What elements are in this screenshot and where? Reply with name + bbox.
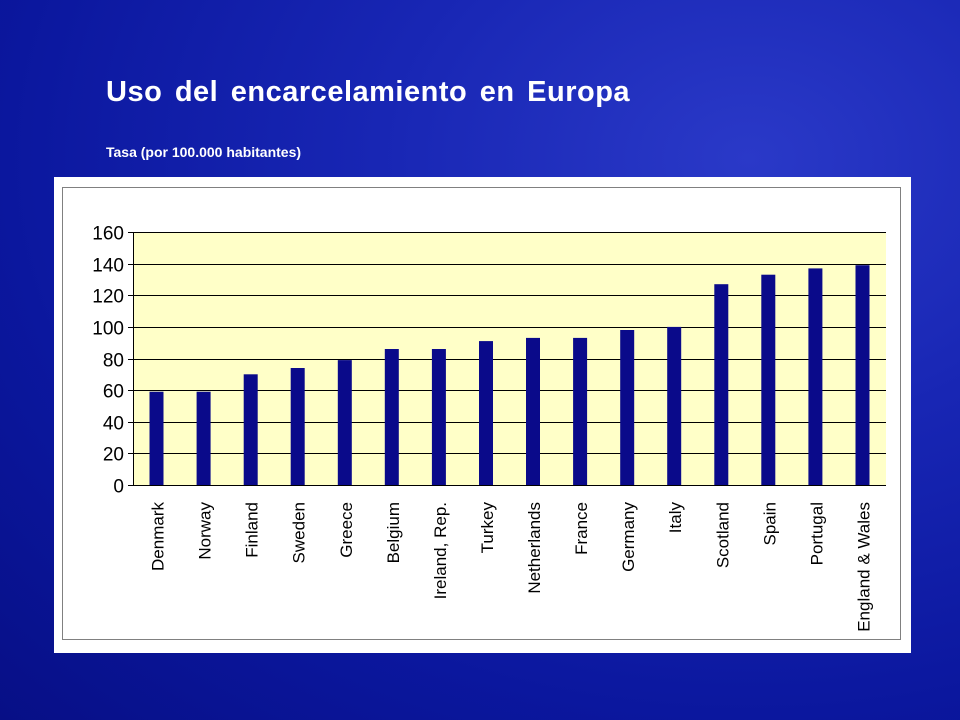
x-tick-label: Finland <box>243 502 262 558</box>
slide-title: Uso del encarcelamiento en Europa <box>106 76 631 108</box>
x-tick-label: Netherlands <box>525 502 544 594</box>
x-tick-label: Scotland <box>713 502 732 568</box>
bar <box>384 349 399 485</box>
chart-panel: 0 20 40 60 80 100 120 140 160 Denmark Norway Finla… <box>54 177 911 653</box>
x-tick-label: Ireland, Rep. <box>431 502 450 599</box>
chart-border <box>62 187 901 640</box>
bar <box>243 374 258 485</box>
bar <box>431 349 446 485</box>
bar <box>620 330 635 485</box>
x-tick-label: Spain <box>760 502 779 545</box>
y-tick-label: 140 <box>92 256 124 277</box>
y-tick-label: 100 <box>92 319 124 340</box>
bar <box>714 284 729 485</box>
bar <box>667 326 682 485</box>
bar <box>573 337 588 485</box>
y-tick-label: 80 <box>103 351 124 372</box>
y-tick-label: 160 <box>92 224 124 245</box>
bar <box>196 391 211 485</box>
x-tick-label: Portugal <box>807 502 826 565</box>
x-tick-label: Turkey <box>478 502 497 554</box>
y-tick-labels: 0 20 40 60 80 100 120 140 160 <box>92 224 124 498</box>
x-tick-label: Norway <box>196 502 215 560</box>
bar <box>808 268 823 485</box>
bar <box>337 360 352 485</box>
bar <box>855 265 870 485</box>
y-tick-label: 20 <box>103 445 124 466</box>
x-tick-labels: Denmark Norway Finland Sweden Greece Belgium I… <box>149 502 874 632</box>
y-tick-label: 120 <box>92 287 124 308</box>
bar <box>290 368 305 485</box>
y-tick-label: 0 <box>113 477 124 498</box>
x-tick-label: Sweden <box>290 502 309 563</box>
x-tick-label: Italy <box>666 502 685 534</box>
gridlines <box>128 232 886 486</box>
x-tick-label: England & Wales <box>855 502 874 632</box>
y-tick-label: 60 <box>103 382 124 403</box>
x-tick-label: Denmark <box>149 502 168 571</box>
x-tick-label: Greece <box>337 502 356 558</box>
bar <box>479 341 493 485</box>
bar <box>761 274 776 485</box>
bars <box>149 265 870 485</box>
x-tick-label: Belgium <box>384 502 403 563</box>
x-tick-label: Germany <box>619 502 638 572</box>
plot-area <box>133 232 886 485</box>
x-tick-label: France <box>572 502 591 555</box>
slide-subtitle: Tasa (por 100.000 habitantes) <box>106 144 302 160</box>
bar-chart: 0 20 40 60 80 100 120 140 160 Denmark Norway Finla… <box>62 187 901 640</box>
y-tick-label: 40 <box>103 414 124 435</box>
bar <box>526 337 540 485</box>
bar <box>149 391 164 485</box>
